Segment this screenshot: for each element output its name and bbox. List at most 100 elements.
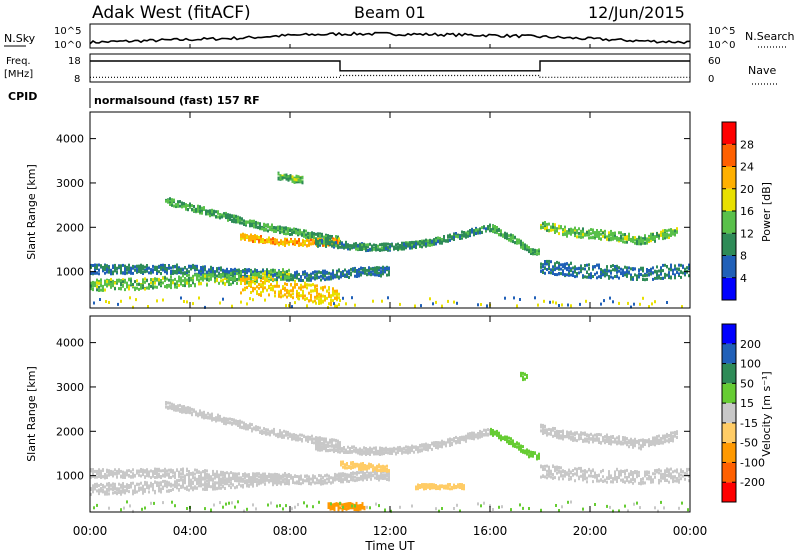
data-cell (228, 474, 230, 478)
data-cell (335, 448, 337, 452)
data-cell (174, 476, 176, 480)
data-cell (205, 415, 207, 419)
data-cell (327, 444, 329, 448)
data-cell (288, 293, 290, 297)
data-cell (171, 203, 173, 207)
data-cell (606, 265, 608, 269)
data-cell (513, 296, 515, 300)
data-cell (628, 266, 630, 270)
data-cell (366, 470, 368, 474)
data-cell (188, 481, 190, 485)
data-cell (232, 476, 234, 479)
data-cell (285, 175, 288, 179)
data-cell (329, 444, 331, 448)
data-cell (178, 472, 180, 476)
data-cell (92, 472, 94, 476)
data-cell (549, 300, 551, 304)
data-cell (168, 489, 170, 493)
data-cell (624, 271, 626, 275)
data-cell (104, 280, 106, 283)
data-cell (362, 271, 364, 275)
data-cell (281, 432, 283, 435)
data-cell (208, 478, 210, 482)
data-cell (325, 237, 327, 241)
data-cell (578, 266, 580, 270)
data-cell (353, 244, 355, 248)
data-cell (391, 243, 393, 246)
data-cell (356, 471, 358, 474)
data-cell (560, 267, 562, 271)
data-cell (336, 275, 338, 279)
data-cell (152, 286, 154, 290)
data-cell (174, 271, 176, 275)
data-cell (662, 269, 664, 273)
data-cell (228, 276, 230, 280)
data-cell (604, 270, 606, 274)
data-cell (330, 294, 332, 298)
data-cell (534, 250, 536, 254)
data-cell (473, 231, 475, 235)
data-cell (116, 475, 118, 479)
data-cell (198, 484, 200, 488)
data-cell (182, 470, 184, 474)
data-cell (288, 473, 290, 476)
data-cell (295, 178, 298, 182)
data-cell (281, 227, 283, 231)
data-cell (622, 269, 624, 273)
data-cell (165, 402, 167, 406)
data-cell (290, 273, 292, 277)
data-cell (506, 236, 508, 240)
data-cell (225, 418, 227, 422)
data-cell (324, 474, 326, 478)
data-cell (303, 234, 305, 238)
data-cell (193, 205, 195, 208)
data-cell (378, 266, 380, 270)
data-cell (332, 276, 334, 280)
data-cell (656, 265, 658, 269)
data-cell (326, 477, 328, 481)
data-cell (124, 280, 126, 284)
data-cell (323, 437, 325, 441)
data-cell (208, 474, 210, 478)
date-title: 12/Jun/2015 (588, 3, 685, 22)
data-cell (156, 473, 158, 477)
data-cell (158, 278, 160, 282)
data-cell (256, 285, 258, 289)
data-cell (170, 283, 172, 287)
data-cell (376, 271, 378, 275)
data-cell (670, 234, 672, 237)
data-cell (308, 283, 310, 287)
data-cell (199, 206, 201, 210)
data-cell (172, 483, 174, 487)
data-cell (666, 232, 668, 236)
data-cell (116, 266, 118, 270)
data-cell (197, 209, 199, 213)
data-cell (578, 271, 580, 275)
station-title: Adak West (fitACF) (92, 3, 251, 23)
freq-tick-low: 8 (74, 74, 80, 85)
data-cell (94, 469, 96, 473)
data-cell (124, 270, 126, 274)
data-cell (588, 267, 590, 271)
data-cell (624, 273, 626, 277)
data-cell (173, 200, 175, 204)
data-cell (175, 405, 177, 409)
data-cell (120, 286, 122, 290)
data-cell (382, 474, 384, 477)
data-cell (552, 272, 554, 275)
data-cell (544, 262, 546, 266)
data-cell (263, 224, 265, 227)
data-cell (373, 247, 375, 251)
data-cell (215, 419, 217, 423)
data-cell (204, 274, 206, 278)
data-cell (614, 268, 616, 272)
data-cell (310, 238, 312, 242)
data-cell (268, 279, 270, 283)
data-cell (360, 470, 362, 474)
data-cell (279, 430, 281, 434)
data-cell (363, 247, 365, 251)
data-cell (224, 471, 226, 475)
data-cell (399, 245, 401, 249)
data-cell (198, 296, 200, 300)
data-cell (520, 240, 522, 244)
